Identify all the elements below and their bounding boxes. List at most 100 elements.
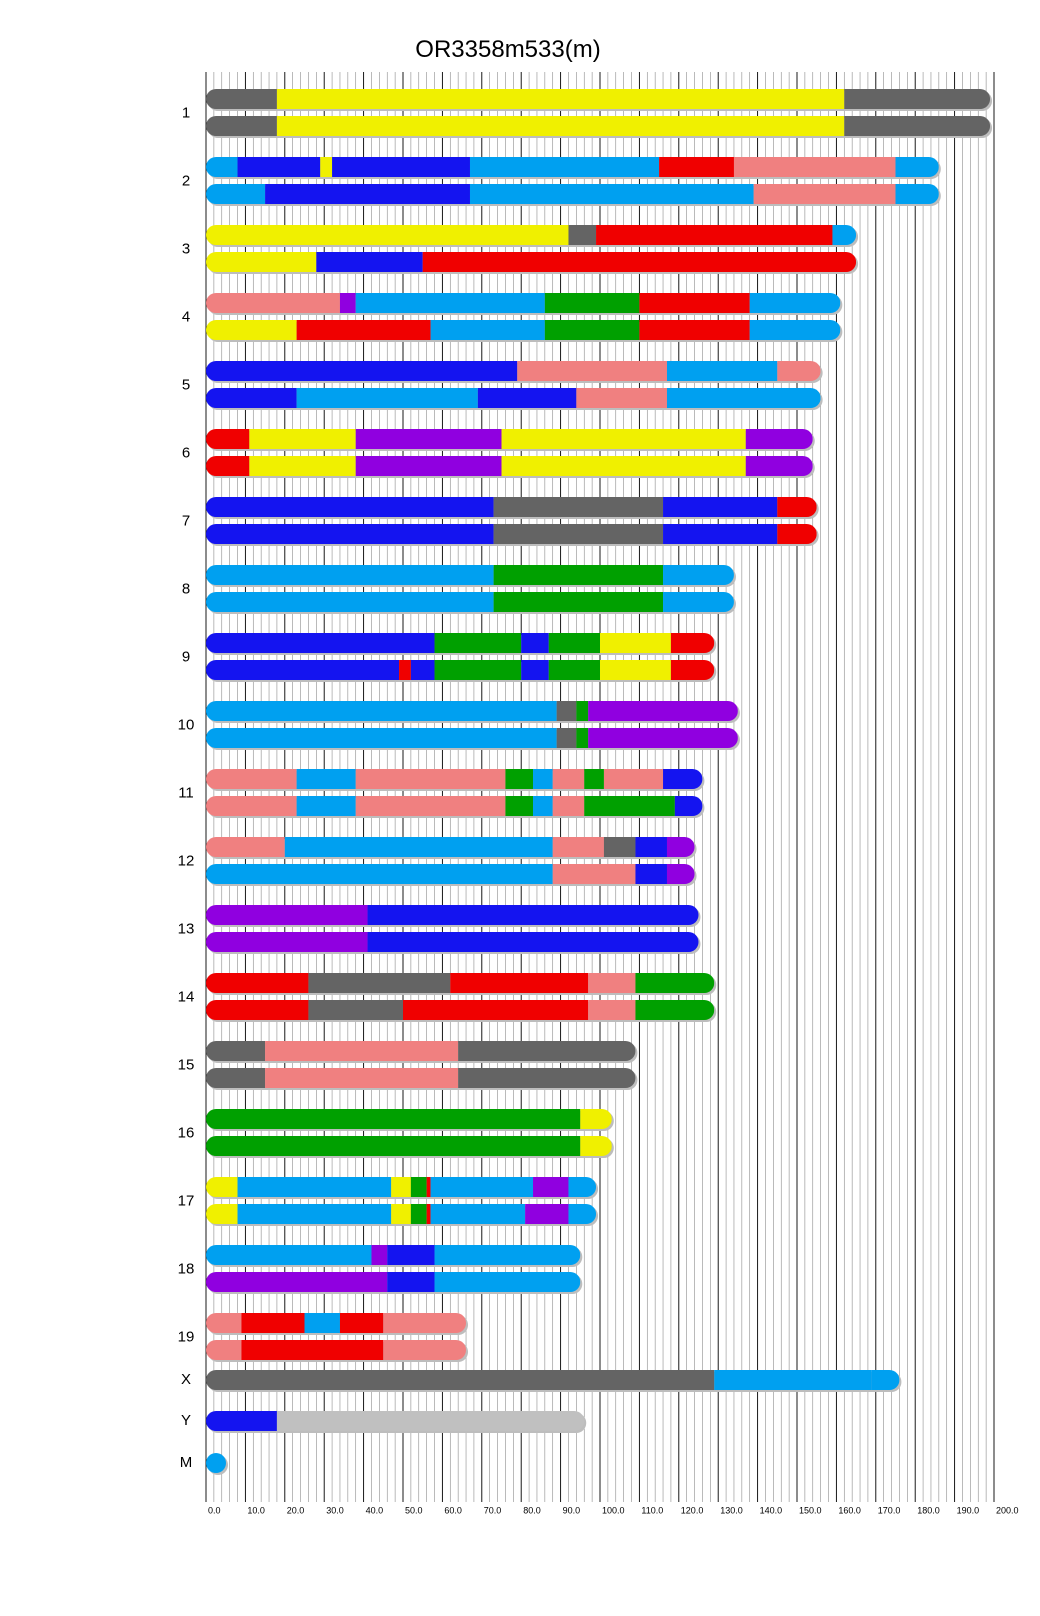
haplotype-bar bbox=[206, 1068, 638, 1090]
haplotype-bar bbox=[206, 157, 941, 179]
segment-light-blue bbox=[296, 769, 356, 789]
segment-light-blue bbox=[206, 1245, 372, 1265]
segment-red bbox=[670, 660, 715, 680]
haplotype-bar bbox=[206, 361, 823, 383]
segment-light-blue bbox=[469, 184, 754, 204]
haplotype-bar bbox=[206, 728, 740, 750]
chromosome-5: 5 bbox=[182, 361, 823, 410]
segment-green bbox=[206, 1136, 581, 1156]
segment-light-blue bbox=[206, 1453, 226, 1473]
segment-light-blue bbox=[434, 1272, 581, 1292]
segment-blue bbox=[387, 1245, 435, 1265]
haplotype-bar bbox=[206, 660, 717, 682]
haplotype-bar bbox=[206, 796, 705, 818]
segment-light-blue bbox=[895, 157, 939, 177]
segment-purple bbox=[588, 728, 738, 748]
segment-red bbox=[339, 1313, 384, 1333]
segment-yellow bbox=[249, 429, 356, 449]
segment-light-blue bbox=[284, 837, 553, 857]
segment-purple bbox=[339, 293, 356, 313]
x-tick-label: 50.0 bbox=[405, 1505, 423, 1515]
segment-yellow bbox=[276, 116, 845, 136]
x-tick-label: 0.0 bbox=[208, 1505, 221, 1515]
haplotype-bar bbox=[206, 1245, 583, 1267]
segment-pink bbox=[206, 1340, 242, 1360]
segment-red bbox=[399, 660, 411, 680]
segment-light-blue bbox=[434, 1245, 581, 1265]
segment-blue bbox=[206, 524, 494, 544]
segment-light-blue bbox=[206, 184, 266, 204]
segment-green bbox=[544, 293, 640, 313]
chromosome-label: 10 bbox=[178, 716, 195, 733]
segment-pink bbox=[603, 769, 664, 789]
segment-pink bbox=[753, 184, 896, 204]
x-tick-label: 200.0 bbox=[996, 1505, 1019, 1515]
x-tick-label: 30.0 bbox=[326, 1505, 344, 1515]
segment-blue bbox=[206, 388, 297, 408]
segment-dark-gray bbox=[308, 1000, 403, 1020]
segment-pink bbox=[265, 1068, 459, 1088]
chromosome-3: 3 bbox=[182, 225, 859, 274]
haplotype-bar bbox=[206, 837, 697, 859]
segment-light-blue bbox=[355, 293, 545, 313]
segment-green bbox=[548, 660, 600, 680]
segment-red bbox=[596, 225, 833, 245]
segment-dark-gray bbox=[844, 116, 991, 136]
segment-light-blue bbox=[871, 1370, 900, 1390]
segment-dark-gray bbox=[206, 1041, 266, 1061]
segment-light-blue bbox=[296, 796, 356, 816]
segment-dark-gray bbox=[556, 701, 577, 721]
chromosome-15: 15 bbox=[178, 1041, 638, 1090]
chromosome-11: 11 bbox=[178, 769, 705, 818]
segment-green bbox=[584, 796, 675, 816]
chromosome-16: 16 bbox=[178, 1109, 614, 1158]
chromosome-label: 9 bbox=[182, 648, 190, 665]
haplotype-bar bbox=[206, 1000, 717, 1022]
chromosome-label: Y bbox=[181, 1412, 191, 1429]
chromosome-label: 15 bbox=[178, 1056, 195, 1073]
segment-green bbox=[410, 1204, 427, 1224]
segment-red bbox=[639, 320, 750, 340]
segment-red bbox=[403, 1000, 589, 1020]
segment-light-blue bbox=[206, 728, 557, 748]
segment-green bbox=[410, 1177, 427, 1197]
chromosome-14: 14 bbox=[178, 973, 717, 1022]
segment-green bbox=[576, 701, 589, 721]
segment-pink bbox=[517, 361, 667, 381]
segment-blue bbox=[521, 633, 549, 653]
segment-light-blue bbox=[533, 769, 553, 789]
segment-blue bbox=[316, 252, 423, 272]
segment-pink bbox=[355, 796, 506, 816]
segment-yellow bbox=[501, 429, 746, 449]
segment-blue bbox=[635, 837, 667, 857]
chromosome-7: 7 bbox=[182, 497, 819, 546]
chromosome-4: 4 bbox=[182, 293, 843, 342]
segment-green bbox=[576, 728, 589, 748]
segment-blue bbox=[410, 660, 435, 680]
chromosome-label: 17 bbox=[178, 1192, 195, 1209]
segment-blue bbox=[206, 633, 435, 653]
segment-light-blue bbox=[237, 1177, 392, 1197]
segment-blue bbox=[332, 157, 470, 177]
segment-red bbox=[241, 1340, 384, 1360]
segment-dark-gray bbox=[458, 1068, 636, 1088]
segment-light-blue bbox=[206, 864, 553, 884]
chromosome-6: 6 bbox=[182, 429, 815, 478]
haplotype-bar bbox=[206, 429, 815, 451]
segment-red bbox=[659, 157, 734, 177]
segment-pink bbox=[552, 769, 585, 789]
haplotype-bar bbox=[206, 1177, 599, 1199]
x-tick-label: 190.0 bbox=[957, 1505, 980, 1515]
x-tick-label: 140.0 bbox=[760, 1505, 783, 1515]
x-tick-label: 60.0 bbox=[444, 1505, 462, 1515]
segment-pink bbox=[552, 837, 604, 857]
segment-pink bbox=[552, 864, 636, 884]
chromosome-9: 9 bbox=[182, 633, 717, 682]
segment-yellow bbox=[580, 1136, 612, 1156]
chromosome-label: 2 bbox=[182, 172, 190, 189]
haplotype-bar bbox=[206, 1411, 587, 1433]
haplotype-bar bbox=[206, 497, 819, 519]
haplotype-bar bbox=[206, 592, 736, 614]
x-tick-label: 100.0 bbox=[602, 1505, 625, 1515]
segment-pink bbox=[355, 769, 506, 789]
